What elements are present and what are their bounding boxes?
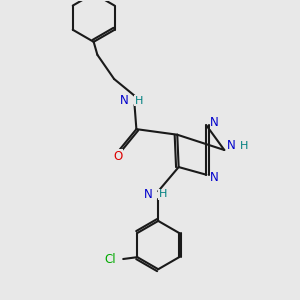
Text: N: N <box>210 171 219 184</box>
Text: O: O <box>113 150 122 163</box>
Text: N: N <box>120 94 128 107</box>
Text: H: H <box>135 95 143 106</box>
Text: N: N <box>226 139 236 152</box>
Text: N: N <box>143 188 152 201</box>
Text: H: H <box>239 140 248 151</box>
Text: N: N <box>210 116 219 129</box>
Text: Cl: Cl <box>105 253 116 266</box>
Text: H: H <box>158 189 167 199</box>
